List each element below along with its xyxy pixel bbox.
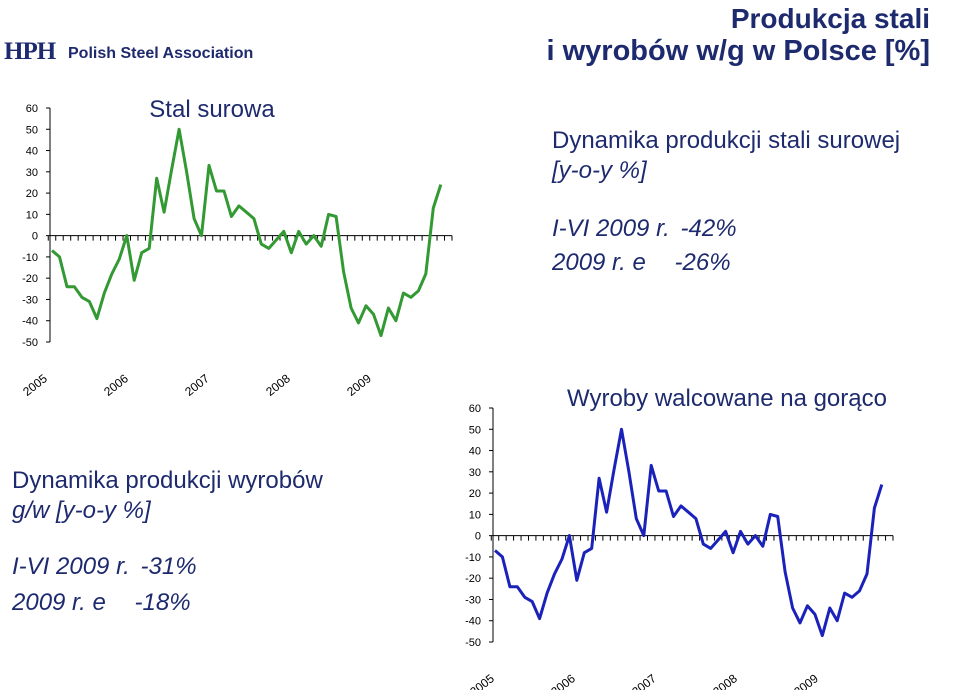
x-tick-label: 2009 bbox=[344, 371, 374, 399]
crude-info-heading: Dynamika produkcji stali surowej [y-o-y … bbox=[552, 126, 957, 186]
rolled-info-heading: Dynamika produkcji wyrobów g/w [y-o-y %] bbox=[12, 466, 412, 526]
y-tick-label: 30 bbox=[469, 467, 481, 479]
y-tick-label: -40 bbox=[465, 616, 481, 628]
x-tick-label: 2008 bbox=[710, 671, 740, 690]
y-tick-label: 40 bbox=[26, 146, 38, 158]
y-tick-label: 50 bbox=[26, 124, 38, 136]
rolled-row-1-label: I-VI 2009 r. bbox=[12, 553, 130, 580]
y-tick-label: 30 bbox=[26, 167, 38, 179]
title-line-1: Produkcja stali bbox=[730, 3, 930, 34]
y-tick-label: -30 bbox=[465, 594, 481, 606]
crude-heading-line-2: [y-o-y %] bbox=[552, 157, 647, 184]
chart-title: Wyroby walcowane na gorąco bbox=[567, 385, 887, 412]
x-tick-label: 2005 bbox=[467, 671, 497, 690]
series-line bbox=[494, 427, 884, 638]
y-tick-label: 10 bbox=[26, 209, 38, 221]
x-tick-label: 2007 bbox=[629, 671, 659, 690]
y-tick-label: -20 bbox=[22, 273, 38, 285]
title-line-2: i wyrobów w/g w Polsce [%] bbox=[546, 35, 931, 67]
rolled-row-1-value: -31% bbox=[140, 553, 197, 580]
crude-info-row-1: I-VI 2009 r. -42% bbox=[552, 214, 852, 244]
x-tick-label: 2006 bbox=[548, 671, 578, 690]
y-tick-label: 10 bbox=[469, 509, 481, 521]
crude-row-1-label: I-VI 2009 r. bbox=[552, 215, 670, 242]
y-tick-label: -10 bbox=[465, 552, 481, 564]
y-tick-label: 20 bbox=[469, 488, 481, 500]
y-tick-label: 0 bbox=[32, 231, 38, 243]
x-tick-label: 2005 bbox=[20, 371, 50, 399]
y-tick-label: -50 bbox=[22, 337, 38, 349]
x-tick-label: 2008 bbox=[263, 371, 293, 399]
y-tick-label: 60 bbox=[26, 103, 38, 115]
crude-steel-chart: 60 50 40 30 20 10 0 -10 -20 -30 -40 -50 2005 2006 2007… bbox=[20, 96, 453, 399]
rolled-heading-line-2: g/w [y-o-y %] bbox=[12, 497, 151, 524]
y-tick-label: -10 bbox=[22, 252, 38, 264]
logo-text: Polish Steel Association bbox=[68, 45, 254, 62]
hot-rolled-chart: 60 50 40 30 20 10 0 -10 -20 -30 -40 -50 2005 2006 2007… bbox=[465, 385, 894, 690]
rolled-row-2-label: 2009 r. e bbox=[12, 589, 106, 616]
chart-title: Stal surowa bbox=[149, 96, 275, 123]
x-tick-label: 2007 bbox=[182, 371, 212, 399]
x-tick-label: 2006 bbox=[101, 371, 131, 399]
page-title: Produkcja stali i wyrobów w/g w Polsce [… bbox=[410, 2, 931, 68]
crude-info-row-2: 2009 r. e -26% bbox=[552, 248, 852, 278]
crude-row-1-value: -42% bbox=[680, 215, 737, 242]
logo-mark: HPH bbox=[4, 38, 56, 65]
rolled-info-row-1: I-VI 2009 r. -31% bbox=[12, 552, 312, 582]
y-tick-label: 60 bbox=[469, 403, 481, 415]
rolled-info-row-2: 2009 r. e -18% bbox=[12, 588, 312, 618]
crude-row-2-value: -26% bbox=[674, 249, 731, 276]
y-tick-label: -30 bbox=[22, 294, 38, 306]
crude-row-2-label: 2009 r. e bbox=[552, 249, 646, 276]
y-tick-label: -20 bbox=[465, 573, 481, 585]
y-tick-label: -50 bbox=[465, 637, 481, 649]
x-tick-label: 2009 bbox=[791, 671, 821, 690]
series-line bbox=[51, 127, 443, 338]
y-tick-label: 20 bbox=[26, 188, 38, 200]
crude-heading-line-1: Dynamika produkcji stali surowej bbox=[552, 127, 901, 154]
y-tick-label: -40 bbox=[22, 316, 38, 328]
y-tick-label: 40 bbox=[469, 446, 481, 458]
y-tick-label: 0 bbox=[475, 531, 481, 543]
rolled-row-2-value: -18% bbox=[134, 589, 191, 616]
y-tick-label: 50 bbox=[469, 424, 481, 436]
rolled-heading-line-1: Dynamika produkcji wyrobów bbox=[12, 467, 323, 494]
